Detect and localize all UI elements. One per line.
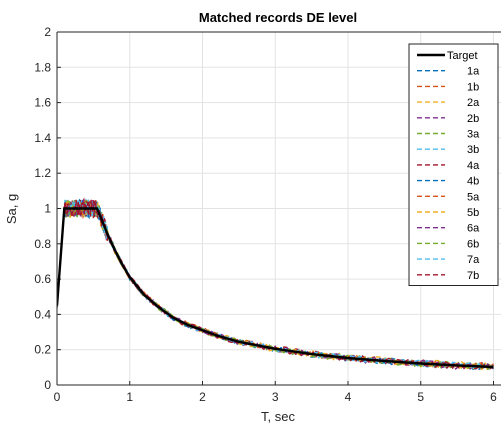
legend-label: 4a xyxy=(467,160,480,172)
x-axis-title: T, sec xyxy=(261,409,295,424)
series-group xyxy=(57,197,495,371)
y-tick-label: 0 xyxy=(44,378,51,392)
x-tick-label: 4 xyxy=(345,390,352,404)
x-tick-label: 3 xyxy=(272,390,279,404)
legend-label: 2a xyxy=(467,97,480,109)
legend-label: 5b xyxy=(467,207,479,219)
legend-label: 3b xyxy=(467,144,479,156)
y-tick-label: 0.4 xyxy=(34,307,51,321)
legend-label: 7b xyxy=(467,270,479,282)
legend-label: 3a xyxy=(467,129,480,141)
y-tick-label: 0.2 xyxy=(34,343,51,357)
series-line-6b xyxy=(57,197,494,371)
legend-label: 1b xyxy=(467,81,479,93)
legend-label: 5a xyxy=(467,191,480,203)
legend-label: 1a xyxy=(467,66,480,78)
y-tick-label: 1.4 xyxy=(34,131,51,145)
x-tick-label: 5 xyxy=(417,390,424,404)
target-line xyxy=(57,207,494,369)
y-tick-label: 1 xyxy=(44,202,51,216)
x-tick-label: 0 xyxy=(54,390,61,404)
y-tick-label: 0.8 xyxy=(34,237,51,251)
legend-label: 6a xyxy=(467,223,480,235)
x-tick-label: 1 xyxy=(126,390,133,404)
y-tick-label: 1.8 xyxy=(34,60,51,74)
y-tick-label: 2 xyxy=(44,25,51,39)
legend-box xyxy=(408,43,499,286)
legend-label: Target xyxy=(447,50,478,62)
legend: Target 1a 1b 2a 2b 3a 3b 4a 4b 5a 5b 6a 6b 7a 7b xyxy=(408,43,499,286)
x-tick-label: 6 xyxy=(490,390,497,404)
x-tick-label: 2 xyxy=(199,390,206,404)
legend-label: 2b xyxy=(467,113,479,125)
legend-label: 4b xyxy=(467,176,479,188)
chart-title: Matched records DE level xyxy=(199,10,357,25)
legend-label: 6b xyxy=(467,238,479,250)
legend-label: 7a xyxy=(467,254,480,266)
y-axis-title: Sa, g xyxy=(4,194,19,224)
y-tick-label: 1.6 xyxy=(34,96,51,110)
y-tick-label: 0.6 xyxy=(34,272,51,286)
y-tick-label: 1.2 xyxy=(34,166,51,180)
